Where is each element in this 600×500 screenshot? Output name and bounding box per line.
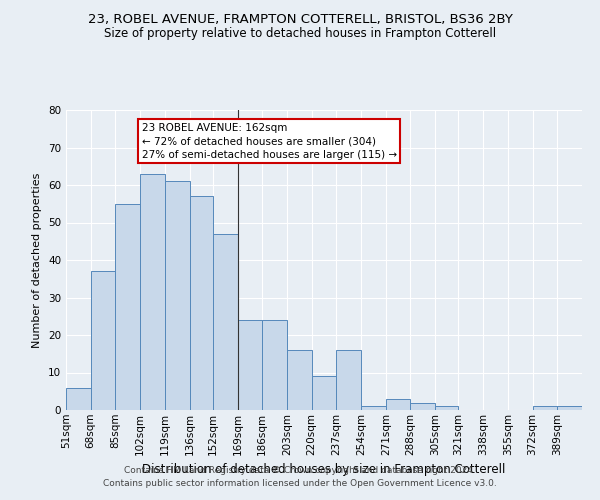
Bar [115,204,140,410]
Bar [213,234,238,410]
Bar [337,350,361,410]
Bar [190,196,213,410]
Bar [361,406,386,410]
Y-axis label: Number of detached properties: Number of detached properties [32,172,43,348]
Bar [557,406,582,410]
Bar [262,320,287,410]
Bar [91,271,115,410]
Text: 23 ROBEL AVENUE: 162sqm
← 72% of detached houses are smaller (304)
27% of semi-d: 23 ROBEL AVENUE: 162sqm ← 72% of detache… [142,123,397,160]
Bar [66,388,91,410]
X-axis label: Distribution of detached houses by size in Frampton Cotterell: Distribution of detached houses by size … [142,463,506,476]
Bar [311,376,337,410]
Text: Size of property relative to detached houses in Frampton Cotterell: Size of property relative to detached ho… [104,28,496,40]
Text: 23, ROBEL AVENUE, FRAMPTON COTTERELL, BRISTOL, BS36 2BY: 23, ROBEL AVENUE, FRAMPTON COTTERELL, BR… [88,12,512,26]
Bar [435,406,458,410]
Text: Contains HM Land Registry data © Crown copyright and database right 2024.
Contai: Contains HM Land Registry data © Crown c… [103,466,497,487]
Bar [410,402,435,410]
Bar [533,406,557,410]
Bar [287,350,311,410]
Bar [238,320,262,410]
Bar [386,399,410,410]
Bar [165,181,190,410]
Bar [140,174,165,410]
